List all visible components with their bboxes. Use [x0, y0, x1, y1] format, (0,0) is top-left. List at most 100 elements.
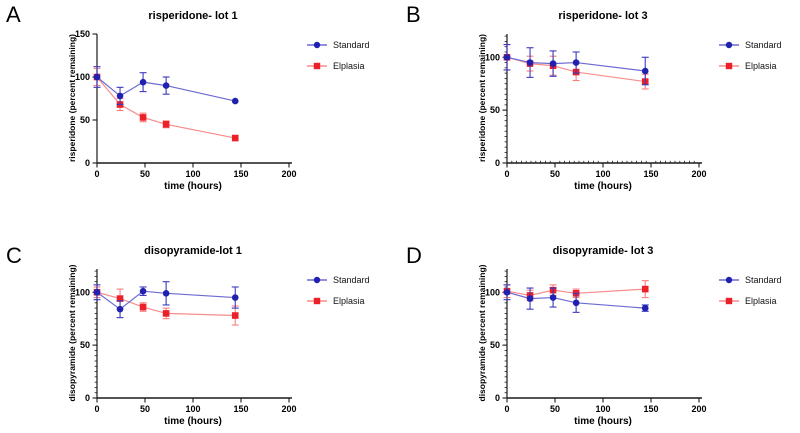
- panel-d: 0 50 100 0 50 100 150 200 D disopyramide- lot 3…: [400, 217, 800, 433]
- data-point: [231, 134, 239, 142]
- legend-item-standard: Standard: [718, 34, 782, 55]
- data-point: [641, 304, 649, 312]
- panel-letter-d: D: [406, 243, 422, 268]
- axes: 0 50 100 0 50 100 150 200: [75, 269, 297, 414]
- legend-item-standard: Standard: [306, 269, 370, 290]
- x-tick-label: 150: [643, 169, 658, 179]
- series-standard: [93, 66, 239, 106]
- legend-label-elplasia: Elplasia: [745, 60, 777, 71]
- data-point: [231, 312, 239, 319]
- panel-letter-c: C: [6, 243, 22, 268]
- plot-area-a: 0 50 100 150 0 50 100 150 200: [75, 29, 297, 179]
- standard-series-icon: [719, 41, 739, 48]
- y-tick-label: 0: [495, 158, 500, 168]
- legend-b: Standard Elplasia: [718, 34, 782, 76]
- data-point: [162, 82, 170, 89]
- standard-series-icon: [307, 41, 327, 48]
- elplasia-series-icon: [719, 62, 739, 69]
- legend-label-elplasia: Elplasia: [333, 295, 365, 306]
- series-standard: [503, 44, 649, 86]
- x-axis-label-b: time (hours): [574, 181, 632, 192]
- x-tick-label: 50: [140, 169, 150, 179]
- y-tick-label: 0: [85, 158, 90, 168]
- panel-a: 0 50 100 150 0 50 100 150 200 A risperidone- lot…: [0, 0, 400, 216]
- x-tick-label: 150: [643, 404, 658, 414]
- axes: 0 50 100 0 50 100 150 200: [485, 34, 707, 179]
- data-point: [231, 97, 239, 105]
- legend-item-elplasia: Elplasia: [718, 55, 782, 76]
- data-point: [162, 121, 170, 128]
- data-point: [503, 53, 511, 61]
- data-point: [116, 295, 124, 302]
- legend-d: Standard Elplasia: [718, 269, 782, 311]
- legend-label-standard: Standard: [333, 39, 370, 50]
- x-axis-label-a: time (hours): [164, 181, 222, 192]
- x-tick-label: 0: [94, 404, 99, 414]
- y-tick-label: 50: [490, 105, 500, 115]
- axes: 0 50 100 0 50 100 150 200: [485, 269, 707, 414]
- legend-item-elplasia: Elplasia: [306, 290, 370, 311]
- y-tick-label: 100: [485, 287, 500, 297]
- chart-title-d: disopyramide- lot 3: [552, 245, 654, 257]
- x-tick-label: 50: [550, 169, 560, 179]
- legend-item-standard: Standard: [306, 34, 370, 55]
- x-tick-label: 50: [140, 404, 150, 414]
- chart-title-c: disopyramide-lot 1: [144, 245, 242, 257]
- elplasia-series-icon: [307, 62, 327, 69]
- x-tick-label: 0: [94, 169, 99, 179]
- series-elplasia: [93, 286, 239, 326]
- y-axis-label-d: disopyramide (percent remaining): [477, 264, 487, 402]
- series-standard: [503, 284, 649, 313]
- data-point: [116, 92, 124, 100]
- standard-series-icon: [307, 276, 327, 283]
- y-tick-label: 0: [495, 393, 500, 403]
- x-tick-label: 0: [504, 169, 509, 179]
- chart-title-a: risperidone- lot 1: [148, 10, 238, 22]
- elplasia-series-icon: [719, 297, 739, 304]
- data-point: [139, 114, 147, 121]
- x-tick-label: 100: [595, 169, 610, 179]
- data-point: [572, 299, 580, 307]
- data-point: [503, 288, 511, 296]
- x-axis-label-d: time (hours): [574, 416, 632, 427]
- panel-letter-a: A: [6, 2, 21, 27]
- plot-area-c: 0 50 100 0 50 100 150 200: [75, 269, 297, 414]
- data-point: [93, 288, 101, 296]
- y-axis-label-c: disopyramide (percent remaining): [67, 264, 77, 402]
- standard-series-icon: [719, 276, 739, 283]
- x-tick-label: 100: [185, 169, 200, 179]
- plot-area-b: 0 50 100 0 50 100 150 200: [485, 34, 707, 179]
- x-tick-label: 0: [504, 404, 509, 414]
- x-tick-label: 200: [281, 404, 296, 414]
- series-standard: [93, 281, 239, 319]
- elplasia-series-icon: [307, 297, 327, 304]
- data-point: [139, 287, 147, 295]
- x-tick-label: 200: [281, 169, 296, 179]
- legend-label-standard: Standard: [745, 39, 782, 50]
- y-tick-label: 150: [75, 29, 90, 39]
- y-axis-label-a: risperidone (percent remaining): [67, 34, 77, 162]
- panel-letter-b: B: [406, 2, 421, 27]
- data-point: [231, 294, 239, 301]
- x-tick-label: 150: [233, 404, 248, 414]
- legend-c: Standard Elplasia: [306, 269, 370, 311]
- data-point: [641, 285, 649, 293]
- x-tick-label: 100: [185, 404, 200, 414]
- data-point: [572, 59, 580, 66]
- legend-item-elplasia: Elplasia: [718, 290, 782, 311]
- legend-item-elplasia: Elplasia: [306, 55, 370, 76]
- data-point: [641, 67, 649, 75]
- legend-label-standard: Standard: [745, 274, 782, 285]
- data-point: [526, 295, 534, 302]
- legend-a: Standard Elplasia: [306, 34, 370, 76]
- y-tick-label: 100: [485, 52, 500, 62]
- data-point: [162, 310, 170, 317]
- data-point: [549, 60, 557, 67]
- data-point: [526, 59, 534, 66]
- legend-label-elplasia: Elplasia: [333, 60, 365, 71]
- y-tick-label: 50: [490, 340, 500, 350]
- y-tick-label: 50: [80, 115, 90, 125]
- data-point: [549, 294, 557, 301]
- x-tick-label: 150: [233, 169, 248, 179]
